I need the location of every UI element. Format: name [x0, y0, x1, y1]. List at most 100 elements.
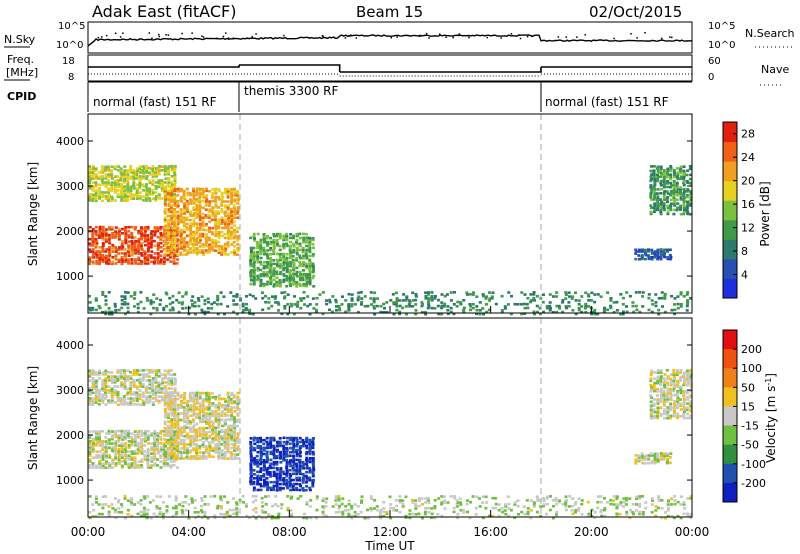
- echo-cell: [462, 308, 466, 312]
- echo-cell: [94, 173, 98, 176]
- echo-cell: [289, 254, 293, 258]
- echo-cell: [656, 379, 660, 383]
- echo-cell: [269, 274, 273, 278]
- echo-cell: [253, 442, 257, 446]
- echo-cell: [189, 455, 193, 458]
- echo-cell: [204, 455, 208, 458]
- echo-cell: [308, 282, 312, 286]
- echo-cell: [114, 516, 118, 519]
- echo-cell: [220, 443, 224, 446]
- echo-cell: [269, 452, 273, 456]
- echo-cell: [278, 254, 282, 258]
- echo-cell: [689, 173, 693, 177]
- echo-cell: [173, 397, 177, 401]
- echo-cell: [129, 171, 133, 174]
- echo-cell: [279, 257, 283, 260]
- echo-cell: [663, 395, 667, 399]
- echo-cell: [126, 513, 130, 516]
- echo-cell: [170, 216, 174, 219]
- echo-cell: [500, 309, 504, 312]
- echo-cell: [520, 312, 524, 316]
- echo-cell: [347, 512, 351, 516]
- echo-cell: [252, 278, 256, 282]
- echo-cell: [88, 306, 92, 310]
- echo-cell: [130, 435, 134, 439]
- echo-cell: [261, 510, 265, 514]
- echo-cell: [229, 398, 233, 401]
- echo-cell: [298, 458, 302, 462]
- echo-cell: [160, 383, 164, 386]
- echo-cell: [305, 466, 309, 470]
- echo-cell: [101, 177, 105, 180]
- echo-cell: [656, 452, 660, 456]
- echo-cell: [311, 253, 315, 256]
- echo-cell: [275, 482, 279, 486]
- echo-cell: [426, 293, 430, 296]
- echo-cell: [208, 226, 211, 230]
- echo-cell: [104, 250, 108, 253]
- echo-cell: [126, 369, 130, 372]
- echo-cell: [235, 503, 239, 506]
- echo-cell: [233, 190, 237, 193]
- echo-cell: [227, 235, 231, 238]
- echo-cell: [670, 294, 674, 298]
- echo-cell: [262, 446, 266, 450]
- echo-cell: [123, 448, 127, 451]
- echo-cell: [230, 391, 234, 395]
- echo-cell: [662, 169, 666, 172]
- echo-cell: [280, 506, 284, 510]
- echo-cell: [292, 236, 295, 240]
- echo-cell: [350, 303, 354, 306]
- echo-cell: [189, 430, 193, 434]
- echo-cell: [226, 206, 230, 209]
- echo-cell: [509, 312, 513, 316]
- echo-cell: [276, 448, 279, 452]
- echo-cell: [334, 298, 338, 302]
- echo-cell: [638, 257, 641, 261]
- echo-cell: [124, 230, 127, 233]
- echo-cell: [147, 379, 151, 382]
- echo-cell: [126, 499, 130, 502]
- echo-cell: [190, 303, 194, 306]
- echo-cell: [145, 191, 148, 194]
- echo-cell: [94, 514, 98, 518]
- echo-cell: [192, 187, 195, 191]
- echo-cell: [167, 177, 171, 180]
- echo-cell: [132, 181, 136, 184]
- echo-cell: [179, 406, 183, 409]
- echo-cell: [285, 238, 289, 242]
- echo-cell: [167, 412, 171, 415]
- echo-cell: [107, 513, 111, 516]
- echo-cell: [145, 296, 149, 300]
- echo-cell: [299, 484, 303, 488]
- echo-cell: [198, 187, 202, 191]
- echo-cell: [173, 391, 177, 395]
- echo-cell: [286, 262, 289, 266]
- echo-cell: [298, 469, 302, 472]
- echo-cell: [204, 457, 208, 460]
- echo-cell: [649, 379, 653, 383]
- echo-cell: [126, 177, 130, 180]
- echo-cell: [296, 300, 300, 304]
- nsearch-tick-low: 10^0: [708, 40, 735, 51]
- echo-cell: [276, 252, 280, 256]
- echo-cell: [264, 503, 268, 506]
- echo-cell: [162, 260, 166, 263]
- echo-cell: [202, 453, 206, 456]
- echo-cell: [120, 403, 124, 406]
- echo-cell: [179, 418, 183, 422]
- echo-cell: [308, 238, 312, 242]
- echo-cell: [204, 430, 208, 434]
- echo-cell: [676, 295, 680, 298]
- echo-cell: [91, 308, 95, 312]
- echo-cell: [153, 260, 156, 264]
- echo-cell: [207, 397, 211, 401]
- echo-cell: [205, 432, 208, 436]
- echo-cell: [647, 308, 651, 312]
- echo-cell: [110, 197, 114, 200]
- echo-cell: [663, 255, 667, 259]
- echo-cell: [143, 429, 147, 433]
- echo-cell: [337, 506, 341, 510]
- echo-cell: [167, 220, 170, 224]
- echo-cell: [249, 246, 253, 250]
